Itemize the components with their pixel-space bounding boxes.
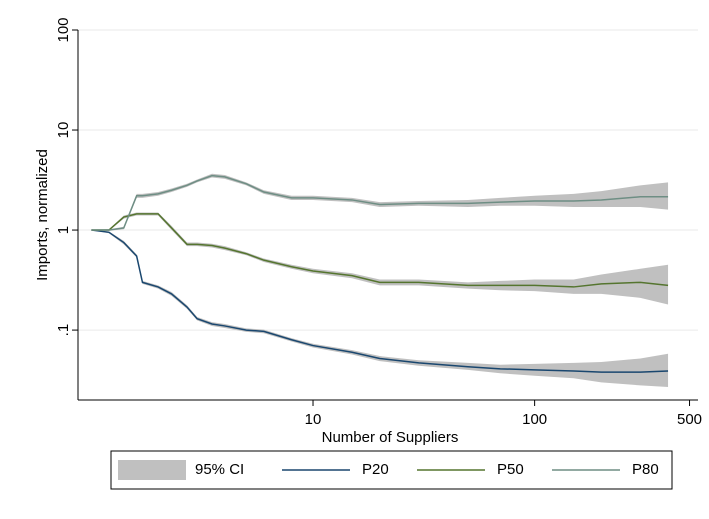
- legend-label: P20: [362, 461, 389, 478]
- y-axis-title: Imports, normalized: [34, 149, 51, 281]
- x-tick-label: 10: [305, 411, 322, 428]
- line: [91, 174, 669, 231]
- ci-band: [91, 230, 669, 387]
- ci-band: [91, 173, 669, 231]
- legend-label: 95% CI: [195, 461, 244, 478]
- legend-swatch: [118, 460, 186, 480]
- legend-label: P50: [497, 461, 524, 478]
- legend-label: P80: [632, 461, 659, 478]
- x-tick-label: 100: [522, 411, 547, 428]
- line: [91, 213, 669, 288]
- y-tick-label: 1: [55, 226, 72, 234]
- y-tick-label: .1: [55, 324, 72, 337]
- line: [91, 229, 669, 373]
- x-tick-label: 500: [677, 411, 702, 428]
- y-tick-label: 10: [55, 122, 72, 139]
- x-axis-title: Number of Suppliers: [322, 429, 459, 446]
- ci-band: [91, 212, 669, 305]
- y-tick-label: 100: [55, 17, 72, 42]
